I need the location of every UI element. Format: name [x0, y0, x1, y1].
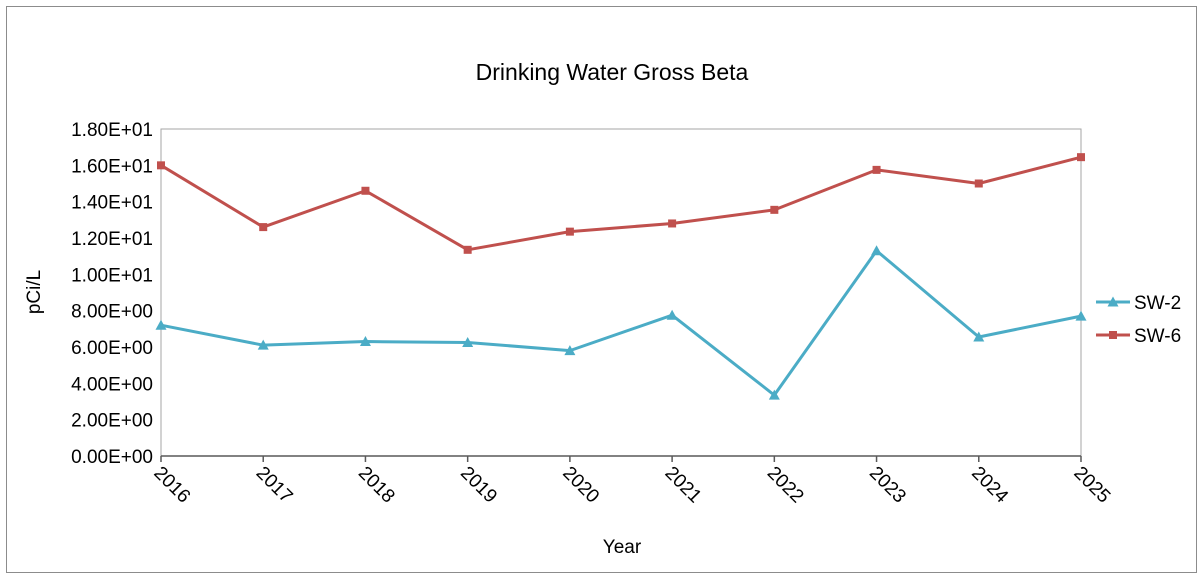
- legend-label: SW-6: [1134, 326, 1181, 347]
- x-tick-label: 2016: [149, 463, 194, 508]
- y-tick-label: 4.00E+00: [71, 374, 153, 395]
- data-point: [359, 336, 371, 347]
- data-point: [872, 165, 881, 174]
- data-point: [257, 339, 269, 350]
- y-tick-label: 1.40E+01: [71, 193, 153, 214]
- data-point: [768, 389, 780, 400]
- data-point: [974, 179, 983, 188]
- y-tick-label: 2.00E+00: [71, 411, 153, 432]
- y-tick-label: 8.00E+00: [71, 302, 153, 323]
- data-point: [973, 331, 985, 342]
- y-tick-label: 0.00E+00: [71, 447, 153, 468]
- x-tick-label: 2017: [252, 463, 297, 508]
- data-point: [157, 161, 165, 170]
- x-tick-label: 2025: [1069, 463, 1114, 508]
- data-point: [1077, 153, 1085, 162]
- series-line-sw-6: [160, 155, 1082, 252]
- chart-title: Drinking Water Gross Beta: [476, 59, 749, 85]
- y-tick-label: 1.20E+01: [71, 229, 153, 250]
- legend-marker: [1109, 331, 1117, 339]
- data-point: [361, 186, 370, 195]
- axes: 0.00E+00 2.00E+00 4.00E+00 6.00E+00 8.00E+00…: [71, 120, 1114, 508]
- data-point: [259, 223, 268, 232]
- legend: SW-2 SW-6: [1096, 293, 1181, 347]
- data-point: [1075, 310, 1087, 321]
- x-tick-label: 2023: [865, 463, 910, 508]
- y-tick-label: 1.00E+01: [71, 265, 153, 286]
- series-lines: [155, 153, 1087, 400]
- data-point: [565, 227, 574, 236]
- y-tick-label: 1.60E+01: [71, 156, 153, 177]
- x-tick-label: 2021: [661, 463, 706, 508]
- data-point: [668, 219, 677, 228]
- series-line-sw-2: [160, 249, 1082, 397]
- chart-area: [6, 6, 1197, 573]
- legend-label: SW-2: [1134, 293, 1181, 314]
- y-tick-label: 1.80E+01: [71, 120, 153, 141]
- y-tick-label: 6.00E+00: [71, 338, 153, 359]
- x-tick-label: 2024: [967, 463, 1012, 508]
- data-point: [462, 336, 474, 347]
- x-tick-label: 2020: [558, 463, 603, 508]
- data-point: [666, 309, 678, 320]
- x-tick-label: 2018: [354, 463, 399, 508]
- y-axis-title: pCi/L: [24, 270, 45, 314]
- x-axis-title: Year: [603, 537, 642, 558]
- data-point: [770, 205, 779, 214]
- data-point: [564, 345, 576, 356]
- data-point: [155, 319, 167, 330]
- x-tick-label: 2019: [456, 463, 501, 508]
- x-tick-label: 2022: [763, 463, 808, 508]
- data-point: [871, 245, 883, 256]
- data-point: [463, 245, 472, 254]
- legend-marker: [1107, 296, 1119, 307]
